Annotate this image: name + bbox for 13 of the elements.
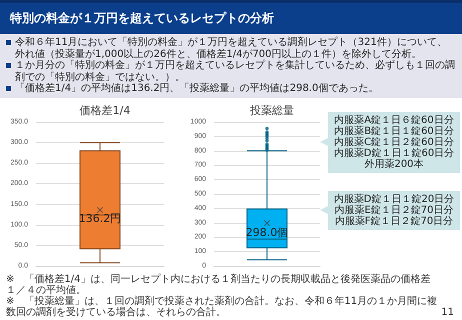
annotation: 298.0個: [246, 226, 288, 239]
chart-title: 投薬総量: [249, 104, 294, 116]
text: 内服薬A錠１日６錠60日分内服薬B錠１日１錠60日分内服薬C錠１日２錠60日分内服薬D錠１日１錠60日分外用薬200本: [328, 112, 460, 172]
text: １か月分の「特別の料金」が１万円を超えているレセプトを集計しているため、必ずしも１回の調剤での「特別の料金」ではない。）。: [15, 60, 456, 82]
text: 11: [441, 307, 454, 318]
text: ※ 「価格差1/4」は、同一レセプト内における１剤当たりの長期収載品と後発医薬品の価格差１／４の平均値。: [6, 274, 430, 296]
text: 特別の料金が１万円を超えているレセプトの分析: [0, 0, 462, 34]
text: 令和６年11月において「特別の料金」が１万円を超えている調剤レセプト（321件）について、外れ値（投薬量が1,000以上の26件と、価格差1/4が700円以上の１件）を除外して分析。: [15, 37, 448, 60]
text: 「価格差1/4」の平均値は136.2円、「投薬総量」の平均値は298.0個であった。: [15, 83, 378, 94]
chart-title: 価格差1/4: [80, 104, 130, 116]
annotation: 136.2円: [78, 212, 122, 226]
text: ※ 「投薬総量」は、１回の調剤で投薬された薬剤の合計。なお、令和６年11月の１か月間に複数回の調剤を受けている場合は、それらの合計。: [6, 296, 438, 318]
text: 内服薬D錠１日１錠20日分内服薬E錠１日２錠70日分内服薬F錠１日２錠70日分: [328, 190, 460, 230]
